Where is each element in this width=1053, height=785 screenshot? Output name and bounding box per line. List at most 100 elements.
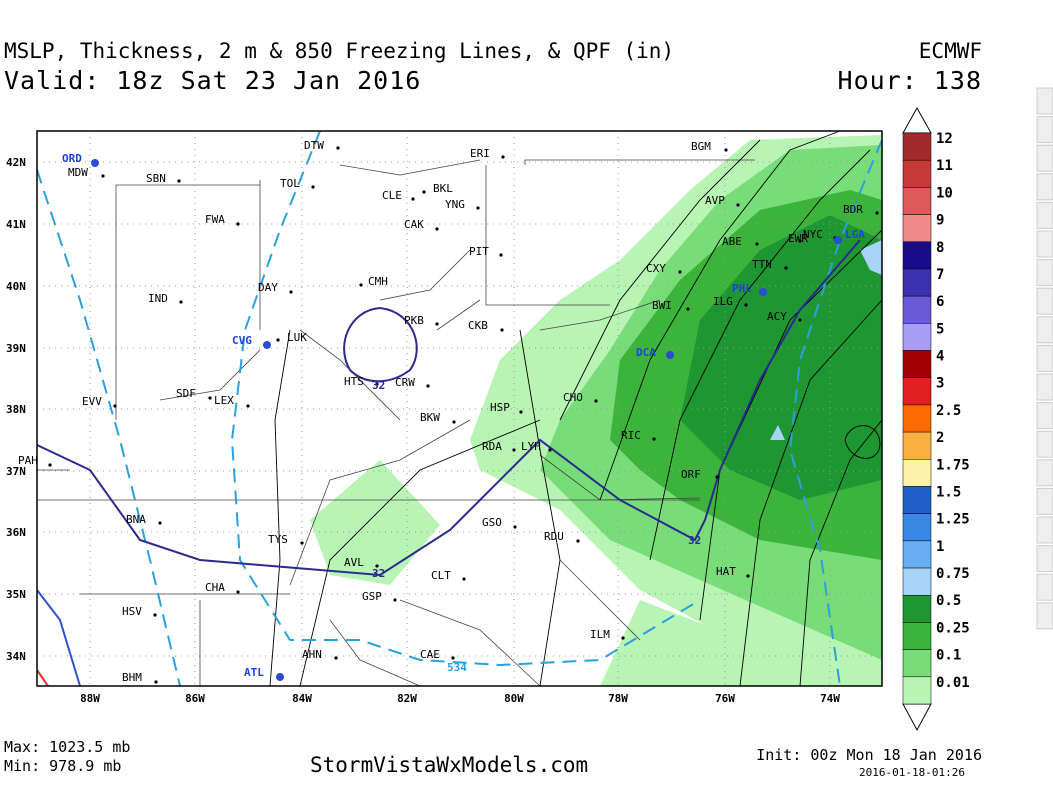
city-label: CAE xyxy=(420,648,440,661)
city-label: TTN xyxy=(752,258,772,271)
contour-label: 32 xyxy=(372,379,385,392)
city-label: BHM xyxy=(122,671,142,684)
lat-label: 35N xyxy=(6,588,26,601)
city-label: CLE xyxy=(382,189,402,202)
city-label: BGM xyxy=(691,140,711,153)
legend-swatch xyxy=(902,649,932,678)
legend-label: 5 xyxy=(936,321,944,337)
init: Init: 00z Mon 18 Jan 2016 xyxy=(756,746,982,764)
side-button xyxy=(1036,516,1053,544)
model: ECMWF xyxy=(919,39,982,63)
legend-swatch xyxy=(902,187,932,215)
lat-label: 41N xyxy=(6,218,26,231)
borders xyxy=(37,159,755,687)
valid: Valid: 18z Sat 23 Jan 2016 xyxy=(4,66,421,95)
city-label: PKB xyxy=(404,314,424,327)
max-pressure: Max: 1023.5 mb xyxy=(4,738,130,756)
lon-label: 86W xyxy=(185,692,205,705)
city-label: ORD xyxy=(62,152,82,165)
city-dot xyxy=(501,155,505,159)
city-dot xyxy=(462,577,466,581)
city-label: AHN xyxy=(302,648,322,661)
city-dot xyxy=(153,613,157,617)
city-dot xyxy=(113,404,117,408)
city-label: PHL xyxy=(732,282,752,295)
city-label: ACY xyxy=(767,310,787,323)
lat-label: 39N xyxy=(6,342,26,355)
legend-swatch xyxy=(902,159,932,188)
city-label: ATL xyxy=(244,666,264,679)
side-button xyxy=(1036,144,1053,172)
city-dot xyxy=(276,673,284,681)
legend-label: 2.5 xyxy=(936,403,961,419)
city-label: CVG xyxy=(232,334,252,347)
city-dot xyxy=(246,404,250,408)
city-label: RDU xyxy=(544,530,564,543)
legend-swatch xyxy=(902,377,932,406)
legend-swatch xyxy=(902,567,932,596)
city-label: DCA xyxy=(636,346,656,359)
legend-label: 1 xyxy=(936,539,944,555)
legend-label: 4 xyxy=(936,349,944,365)
lon-label: 74W xyxy=(820,692,840,705)
lat-label: 36N xyxy=(6,526,26,539)
city-label: BWI xyxy=(652,299,672,312)
city-dot xyxy=(715,475,719,479)
city-label: HAT xyxy=(716,565,736,578)
city-label: DTW xyxy=(304,139,324,152)
city-dot xyxy=(451,656,455,660)
city-label: MDW xyxy=(68,166,88,179)
side-button xyxy=(1036,573,1053,601)
city-label: BDR xyxy=(843,203,863,216)
legend-label: 0.75 xyxy=(936,566,970,582)
city-dot xyxy=(724,148,728,152)
city-label: TOL xyxy=(280,177,300,190)
city-dot xyxy=(736,203,740,207)
legend-swatch xyxy=(902,295,932,324)
city-dot xyxy=(875,211,879,215)
legend-swatch xyxy=(902,594,932,623)
city-dot xyxy=(179,300,183,304)
legend-label: 1.5 xyxy=(936,484,961,500)
color-legend: 12 11 10 9 8 7 6 5 4 3 2.5 2 1.75 1.5 1.25 1 0.75 0.5 0.25… xyxy=(902,106,970,732)
side-panel xyxy=(1036,87,1053,630)
city-dot xyxy=(154,680,158,684)
city-label: SBN xyxy=(146,172,166,185)
legend-label: 1.25 xyxy=(936,512,970,528)
city-label: CAK xyxy=(404,218,424,231)
legend-swatch xyxy=(902,431,932,460)
city-label: EWR xyxy=(788,232,808,245)
city-dot xyxy=(666,351,674,359)
city-label: ILG xyxy=(713,295,733,308)
city-label: DAY xyxy=(258,281,278,294)
city-dot xyxy=(177,179,181,183)
city-dot xyxy=(548,448,552,452)
city-label: ERI xyxy=(470,147,490,160)
city-label: BKL xyxy=(433,182,453,195)
city-label: CMH xyxy=(368,275,388,288)
isobars xyxy=(269,130,883,687)
legend-label: 12 xyxy=(936,131,953,147)
timestamp: 2016-01-18-01:26 xyxy=(859,766,965,779)
city-dot xyxy=(208,396,212,400)
city-dot xyxy=(652,437,656,441)
city-dot xyxy=(435,322,439,326)
city-label: LYH xyxy=(521,440,541,453)
city-label: PIT xyxy=(469,245,489,258)
city-label: LEX xyxy=(214,394,234,407)
legend-label: 6 xyxy=(936,294,944,310)
legend-label: 1.75 xyxy=(936,457,970,473)
city-dot xyxy=(576,539,580,543)
city-dot xyxy=(359,283,363,287)
precip xyxy=(310,135,882,686)
contour-label: 32 xyxy=(372,567,385,580)
lon-label: 88W xyxy=(80,692,100,705)
city-dot xyxy=(759,288,767,296)
contour-label: 534 xyxy=(447,661,467,674)
city-dot xyxy=(519,410,523,414)
city-label: TYS xyxy=(268,533,288,546)
lon-label: 78W xyxy=(608,692,628,705)
city-label: LGA xyxy=(845,228,865,241)
legend-swatch xyxy=(902,676,932,705)
title: MSLP, Thickness, 2 m & 850 Freezing Line… xyxy=(4,39,674,63)
